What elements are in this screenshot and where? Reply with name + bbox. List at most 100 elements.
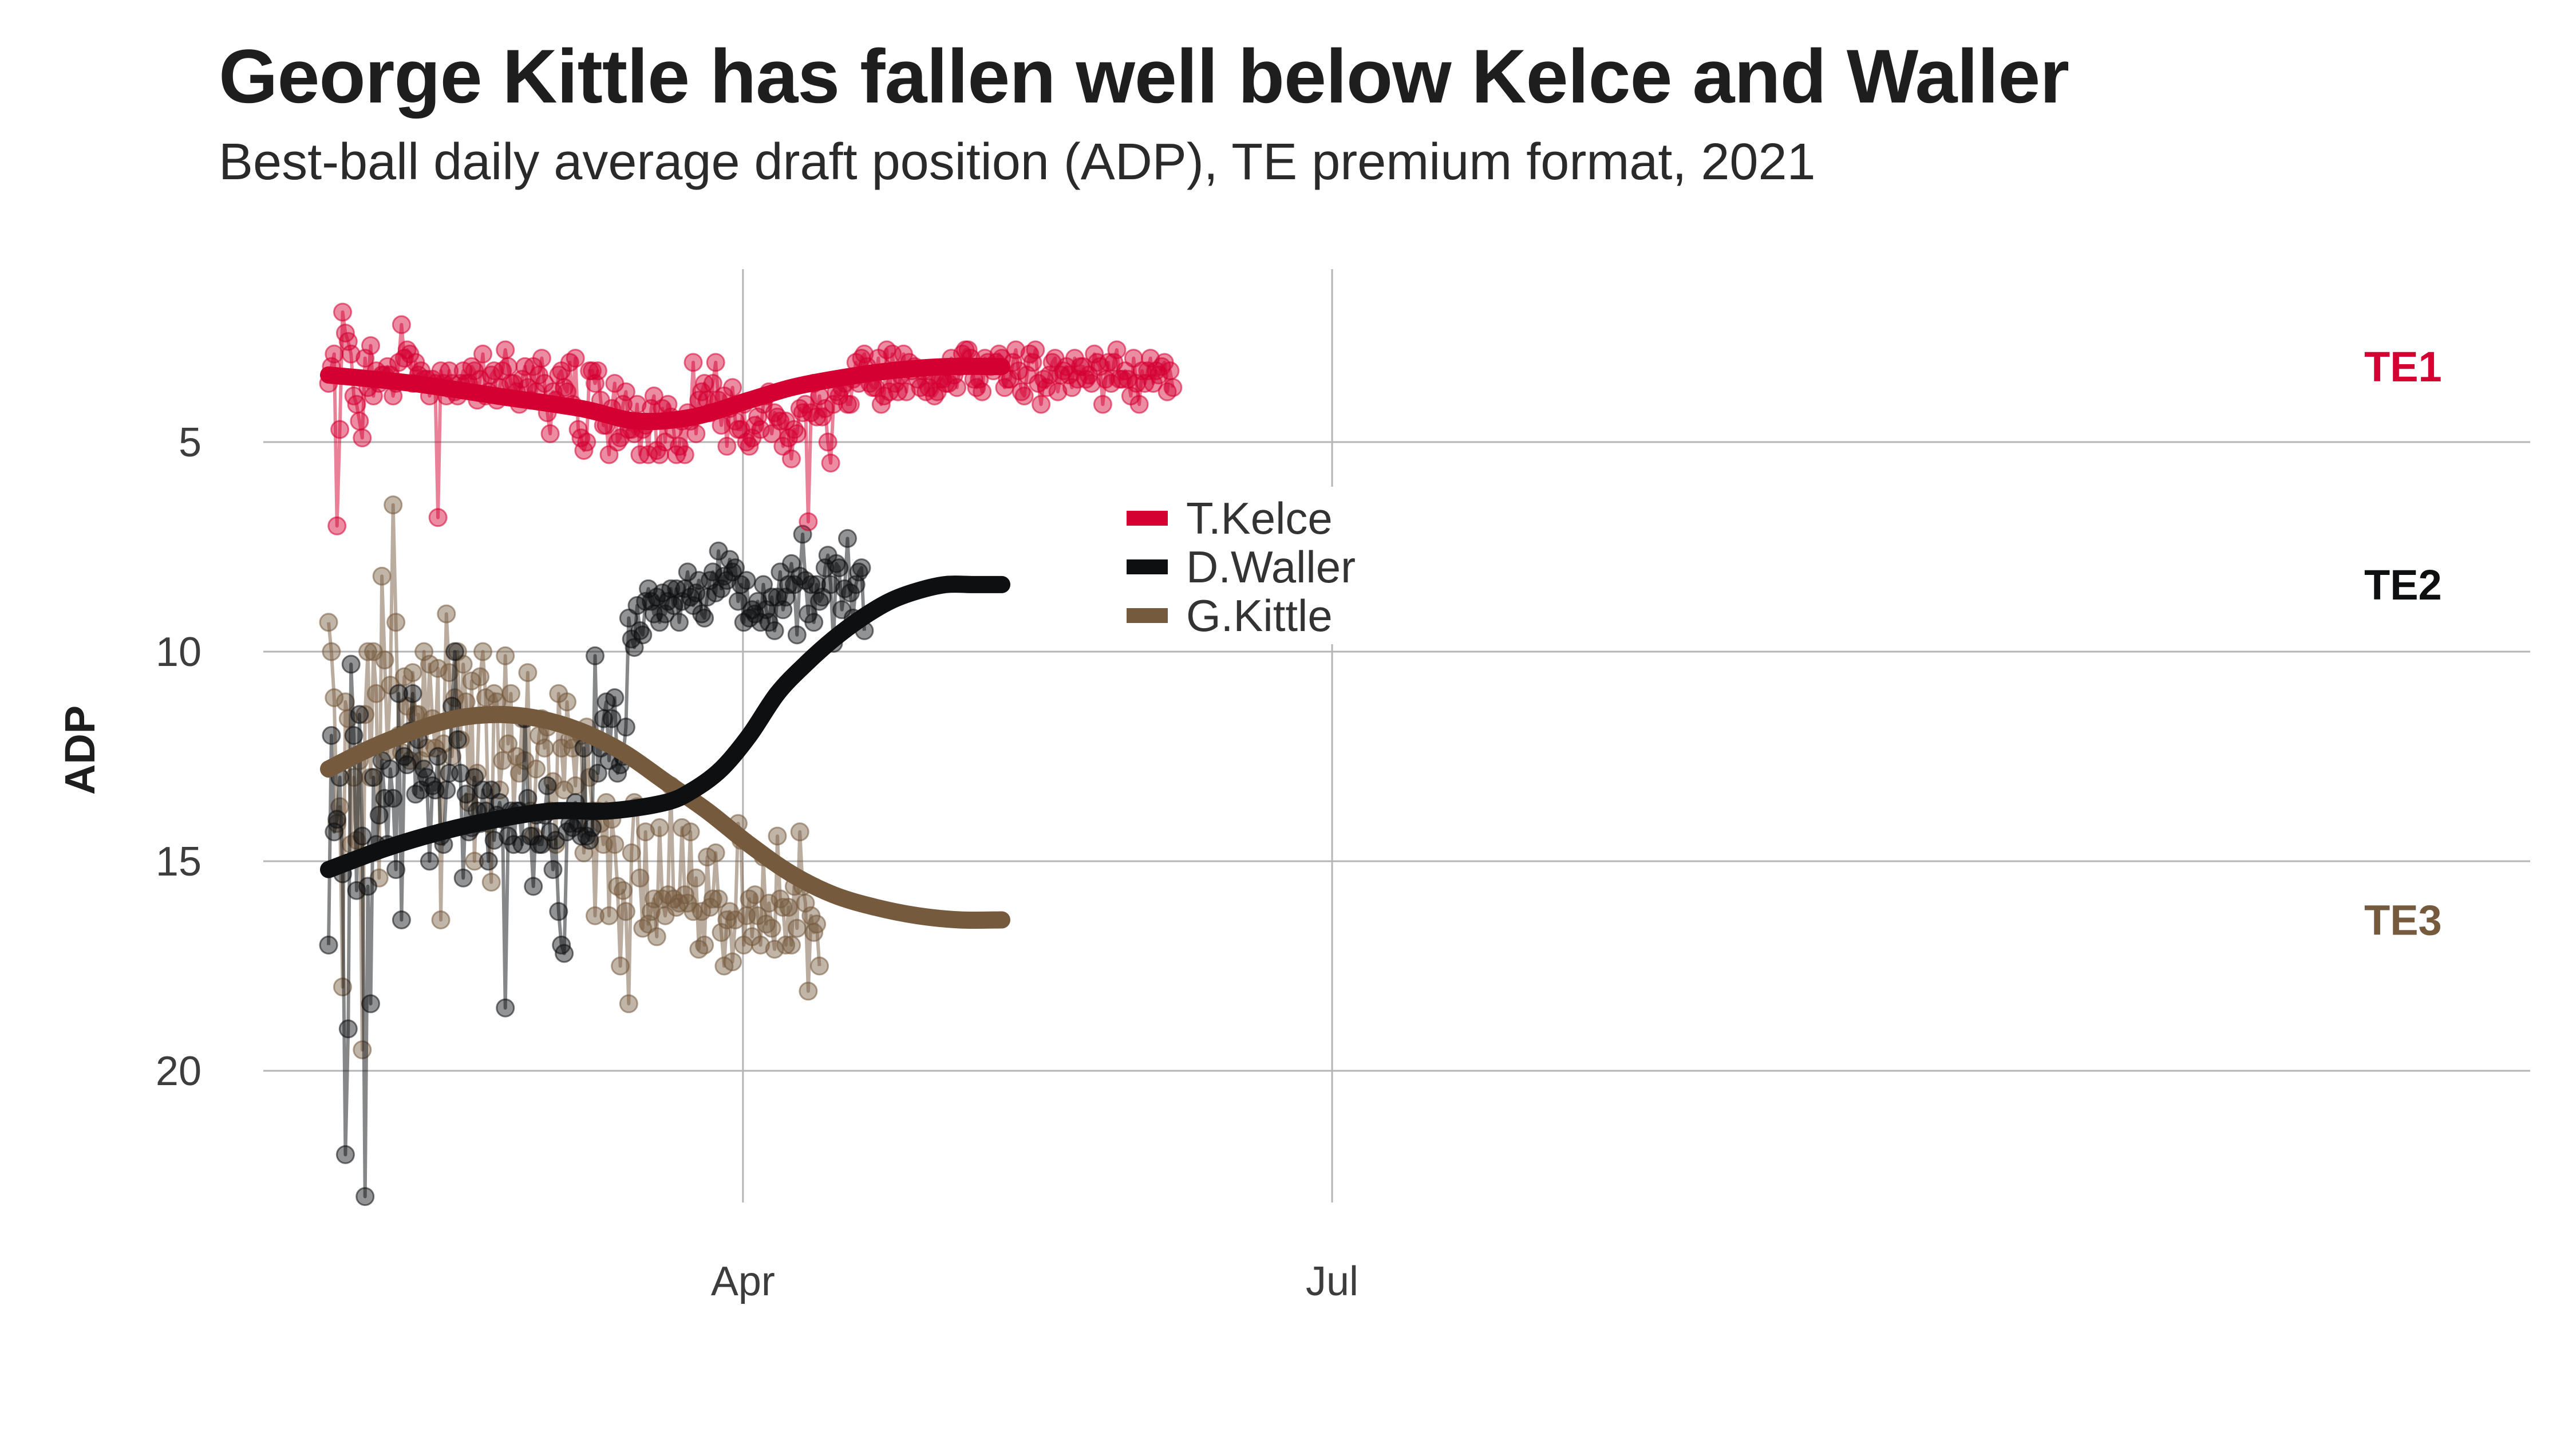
data-point bbox=[768, 826, 787, 846]
data-point bbox=[807, 914, 827, 934]
data-point bbox=[479, 851, 498, 871]
data-point bbox=[787, 918, 807, 938]
data-point bbox=[524, 877, 543, 896]
data-point bbox=[558, 692, 576, 712]
data-point bbox=[773, 898, 793, 917]
data-point bbox=[493, 751, 512, 770]
data-point bbox=[717, 436, 737, 456]
data-point bbox=[325, 688, 344, 707]
data-point bbox=[397, 755, 417, 775]
data-point bbox=[762, 918, 781, 938]
data-point bbox=[723, 378, 742, 397]
data-point bbox=[555, 944, 574, 963]
legend-label: T.Kelce bbox=[1186, 493, 1333, 543]
data-point bbox=[703, 562, 722, 582]
data-point bbox=[633, 625, 653, 645]
data-point bbox=[369, 806, 389, 825]
x-tick-label: Apr bbox=[711, 1259, 775, 1304]
data-point bbox=[448, 730, 467, 750]
data-point bbox=[588, 763, 607, 783]
data-point bbox=[1006, 340, 1025, 360]
data-point bbox=[484, 830, 504, 850]
legend-label: G.Kittle bbox=[1186, 590, 1333, 641]
data-point bbox=[437, 604, 456, 624]
data-point bbox=[361, 336, 380, 356]
data-point bbox=[686, 424, 706, 443]
data-point bbox=[588, 361, 607, 381]
data-point bbox=[481, 873, 501, 892]
data-point bbox=[599, 906, 619, 925]
data-point bbox=[392, 315, 411, 334]
data-point bbox=[386, 860, 406, 880]
data-point bbox=[605, 835, 625, 854]
data-point bbox=[428, 747, 448, 766]
data-point bbox=[431, 910, 451, 929]
end-label: TE1 bbox=[2364, 343, 2442, 391]
data-point bbox=[350, 705, 369, 724]
data-point bbox=[437, 780, 456, 800]
raw-series-layer bbox=[319, 302, 1183, 1207]
data-point bbox=[686, 868, 706, 888]
data-point bbox=[818, 432, 837, 452]
data-point bbox=[804, 613, 824, 632]
data-point bbox=[799, 512, 818, 531]
data-point bbox=[532, 349, 551, 368]
data-point bbox=[341, 655, 361, 674]
y-axis-ticks: 5 10 15 20 bbox=[156, 420, 202, 1094]
data-point bbox=[586, 906, 605, 925]
data-point bbox=[703, 889, 722, 909]
data-point bbox=[465, 851, 484, 871]
data-point bbox=[723, 952, 742, 972]
end-label: TE3 bbox=[2364, 896, 2442, 944]
data-point bbox=[726, 558, 745, 578]
data-point bbox=[630, 868, 650, 888]
data-point bbox=[325, 344, 344, 364]
data-point bbox=[751, 420, 771, 439]
data-point bbox=[771, 411, 790, 431]
data-point bbox=[335, 1145, 355, 1164]
y-tick-label: 10 bbox=[156, 629, 202, 675]
data-point bbox=[471, 667, 490, 687]
data-point bbox=[389, 684, 408, 703]
data-point bbox=[453, 868, 473, 888]
data-point bbox=[518, 788, 538, 808]
data-point bbox=[540, 424, 560, 443]
data-point bbox=[496, 646, 515, 665]
data-point bbox=[751, 935, 771, 955]
data-point bbox=[614, 881, 633, 900]
data-point bbox=[355, 1187, 375, 1207]
legend-key bbox=[1127, 559, 1168, 574]
x-tick-label: Jul bbox=[1306, 1259, 1358, 1304]
data-point bbox=[947, 378, 967, 397]
data-point bbox=[341, 344, 361, 364]
data-point bbox=[386, 613, 406, 632]
data-point bbox=[319, 613, 338, 632]
data-point bbox=[338, 1019, 358, 1039]
data-point bbox=[333, 302, 352, 322]
data-point bbox=[322, 726, 341, 745]
data-point bbox=[445, 642, 464, 661]
data-point bbox=[782, 935, 801, 955]
data-point bbox=[810, 956, 829, 976]
data-point bbox=[762, 588, 781, 607]
data-point bbox=[372, 566, 392, 586]
y-tick-label: 5 bbox=[179, 420, 202, 466]
y-tick-label: 15 bbox=[156, 839, 202, 885]
data-point bbox=[782, 449, 801, 468]
data-point bbox=[1032, 395, 1051, 414]
data-point bbox=[765, 621, 784, 640]
data-point bbox=[1014, 387, 1034, 405]
data-point bbox=[605, 688, 625, 707]
data-point bbox=[616, 717, 635, 737]
data-point bbox=[776, 935, 796, 955]
data-point bbox=[759, 893, 779, 913]
data-point bbox=[403, 663, 422, 683]
data-point bbox=[549, 902, 568, 921]
data-point bbox=[473, 344, 492, 364]
data-point bbox=[538, 776, 557, 795]
data-point bbox=[681, 822, 700, 842]
data-point bbox=[384, 495, 403, 515]
legend-key bbox=[1127, 608, 1168, 623]
